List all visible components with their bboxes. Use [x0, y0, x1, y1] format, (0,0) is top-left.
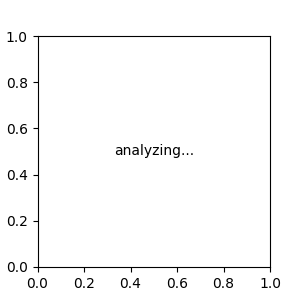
- Text: analyzing...: analyzing...: [114, 145, 194, 158]
